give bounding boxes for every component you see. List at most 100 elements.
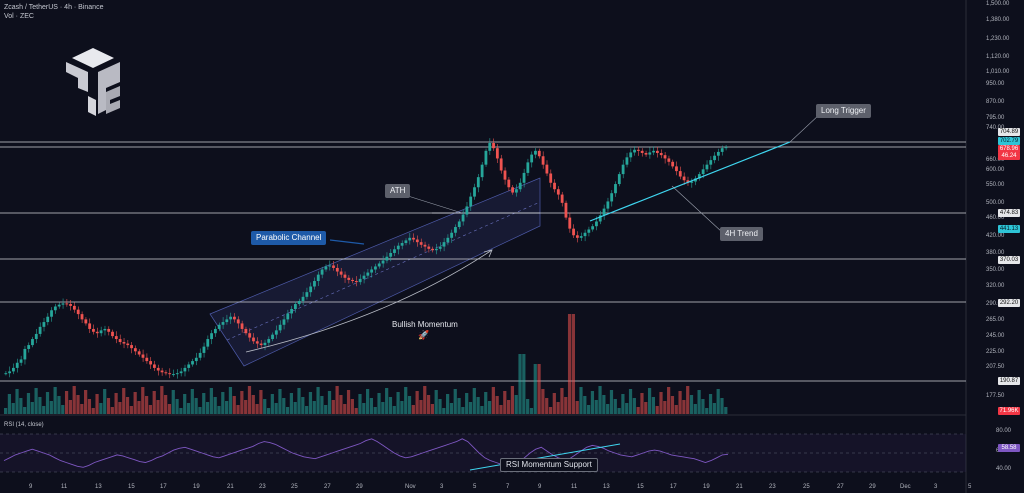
candle-body <box>636 149 640 151</box>
candle-body <box>213 328 217 334</box>
volume-bar <box>183 394 187 414</box>
candle-body <box>328 265 332 267</box>
candle-body <box>633 149 636 153</box>
candle-body <box>663 155 667 159</box>
volume-bar <box>289 393 293 414</box>
candle-body <box>473 187 476 197</box>
candle-body <box>499 158 503 171</box>
candle-body <box>164 372 168 374</box>
volume-bar <box>609 390 614 414</box>
volume-bar <box>686 386 690 414</box>
y-tick-label: 207.50 <box>986 364 1005 370</box>
volume-bar <box>385 388 389 414</box>
candle-body <box>610 193 614 202</box>
volume-bar <box>38 397 42 414</box>
volume-bar <box>430 404 434 414</box>
volume-bar <box>240 391 244 414</box>
candle-body <box>495 148 499 159</box>
volume-bar <box>26 393 31 414</box>
volume-bar <box>556 402 560 414</box>
volume-bar <box>415 391 419 414</box>
candle-body <box>667 158 671 162</box>
candle-body <box>476 177 480 188</box>
volume-bar <box>548 407 553 414</box>
candle-body <box>290 309 293 314</box>
rsi-support-label[interactable]: RSI Momentum Support <box>500 458 598 472</box>
volume-bar <box>655 406 659 414</box>
volume-bar <box>343 404 347 414</box>
candle-body <box>19 359 23 363</box>
candle-body <box>598 215 602 222</box>
candle-body <box>713 155 716 161</box>
volume-bar <box>602 395 606 414</box>
volume-bar <box>95 394 99 414</box>
candle-body <box>484 150 488 165</box>
volume-bar <box>236 405 240 414</box>
parabolic-channel-label[interactable]: Parabolic Channel <box>251 231 327 245</box>
volume-bar <box>636 407 640 414</box>
volume-bar <box>446 394 450 414</box>
candle-body <box>454 227 457 233</box>
candle-body <box>168 373 172 375</box>
volume-bar <box>465 393 469 414</box>
candle-body <box>648 152 652 155</box>
rocket-icon: 🚀 <box>418 330 430 340</box>
price-tag: 678.96 <box>998 145 1020 153</box>
volume-bar <box>381 402 385 414</box>
x-tick-label: 25 <box>291 484 298 490</box>
ath-label[interactable]: ATH <box>385 184 411 198</box>
x-tick-label: 3 <box>934 484 938 490</box>
candle-body <box>686 180 690 183</box>
price-tag: 704.89 <box>998 128 1020 136</box>
volume-bar <box>297 388 301 414</box>
candle-body <box>515 189 518 193</box>
volume-bar <box>209 388 213 414</box>
volume-bar <box>598 386 602 414</box>
volume-bar <box>484 392 488 414</box>
volume-bar <box>476 397 480 414</box>
candle-body <box>465 206 469 215</box>
candle-body <box>450 232 454 238</box>
candle-body <box>240 323 244 329</box>
volume-bar <box>396 392 400 414</box>
y-tick-label: 420.00 <box>986 233 1005 239</box>
candle-body <box>172 374 175 376</box>
candle-body <box>335 267 339 272</box>
rsi-support-line <box>469 443 621 471</box>
candle-body <box>469 196 473 207</box>
volume-bar <box>308 392 313 414</box>
candle-body <box>107 328 111 332</box>
candle-body <box>431 248 434 251</box>
volume-bar <box>514 395 518 414</box>
volume-bar <box>84 390 88 414</box>
volume-bar <box>221 392 225 414</box>
volume-bar <box>278 389 282 414</box>
y-tick-label: 1,380.00 <box>986 17 1010 23</box>
volume-bar <box>324 405 328 414</box>
volume-bar <box>678 391 682 414</box>
long-trigger-label[interactable]: Long Trigger <box>816 104 871 118</box>
trend-4h-label[interactable]: 4H Trend <box>720 227 763 241</box>
bullish-momentum-label[interactable]: Bullish Momentum <box>392 320 458 329</box>
price-tag: 190.87 <box>998 377 1020 385</box>
volume-bar <box>628 389 633 414</box>
volume-bar <box>133 392 137 414</box>
volume-bar <box>354 408 358 414</box>
volume-bar <box>87 399 92 414</box>
candle-body <box>233 316 236 320</box>
price-tag: 292.20 <box>998 299 1020 307</box>
volume-bar <box>438 399 442 414</box>
candle-body <box>278 324 282 331</box>
volume-bar <box>255 404 259 414</box>
volume-bar <box>689 395 694 414</box>
candle-body <box>229 316 233 320</box>
volume-bar <box>674 405 678 414</box>
x-tick-label: 17 <box>160 484 167 490</box>
volume-bar <box>503 391 507 414</box>
volume-bar <box>693 404 697 414</box>
volume-bar <box>190 389 194 414</box>
candle-body <box>118 339 122 343</box>
volume-bar <box>106 398 111 414</box>
volume-bar <box>152 391 156 414</box>
